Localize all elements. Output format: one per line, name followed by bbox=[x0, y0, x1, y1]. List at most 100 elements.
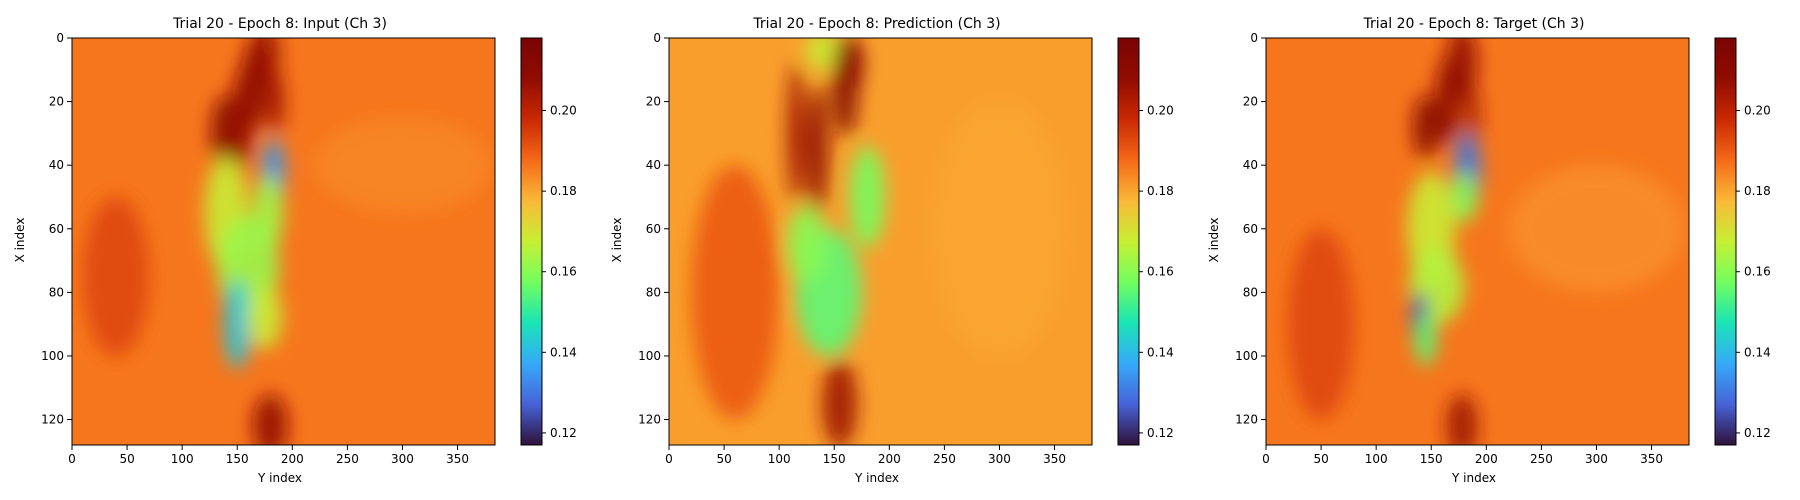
y-tick-label: 60 bbox=[646, 222, 661, 236]
heatmap-cell bbox=[1508, 165, 1685, 293]
y-tick-label: 100 bbox=[41, 349, 64, 363]
y-axis-label: X index bbox=[1207, 218, 1221, 263]
colorbar-tick-label: 0.20 bbox=[1147, 104, 1174, 118]
x-tick-label: 0 bbox=[68, 452, 76, 466]
colorbar-tick-label: 0.20 bbox=[1744, 104, 1771, 118]
heatmap-cell bbox=[1451, 171, 1478, 223]
y-tick-label: 100 bbox=[638, 349, 661, 363]
y-tick-label: 40 bbox=[646, 158, 661, 172]
x-tick-label: 250 bbox=[933, 452, 956, 466]
y-tick-label: 120 bbox=[638, 413, 661, 427]
colorbar-tick-label: 0.12 bbox=[1147, 426, 1174, 440]
x-tick-label: 150 bbox=[226, 452, 249, 466]
heatmap-panel-0: 0 50 100 150 200 250 300 350 0 20 40 60 80 100 120 0.12… bbox=[41, 31, 577, 466]
y-tick-label: 80 bbox=[1243, 285, 1258, 299]
x-tick-label: 100 bbox=[171, 452, 194, 466]
y-tick-label: 0 bbox=[1250, 31, 1258, 45]
heatmap-cell bbox=[849, 38, 863, 89]
heatmap-cell bbox=[252, 394, 288, 445]
x-tick-label: 200 bbox=[878, 452, 901, 466]
x-tick-label: 250 bbox=[1530, 452, 1553, 466]
colorbar-tick-label: 0.16 bbox=[1147, 265, 1174, 279]
heatmap-cell bbox=[822, 359, 858, 445]
colorbar-tick-label: 0.20 bbox=[550, 104, 577, 118]
x-tick-label: 150 bbox=[823, 452, 846, 466]
y-tick-label: 40 bbox=[49, 158, 64, 172]
heatmap-cell bbox=[1288, 228, 1355, 420]
heatmap-panel-1: 0 50 100 150 200 250 300 350 0 20 40 60 80 100 120 0.12… bbox=[638, 31, 1174, 466]
y-tick-label: 100 bbox=[1235, 349, 1258, 363]
x-tick-label: 350 bbox=[1043, 452, 1066, 466]
colorbar bbox=[1117, 37, 1140, 446]
colorbar-tick-label: 0.18 bbox=[1744, 184, 1771, 198]
x-tick-label: 50 bbox=[1313, 452, 1328, 466]
x-tick-label: 300 bbox=[988, 452, 1011, 466]
y-tick-label: 0 bbox=[653, 31, 661, 45]
colorbar-tick-label: 0.16 bbox=[1744, 265, 1771, 279]
y-tick-label: 0 bbox=[56, 31, 64, 45]
x-axis-label: Y index bbox=[1451, 471, 1496, 485]
heatmap-cell bbox=[691, 165, 780, 420]
x-tick-label: 100 bbox=[1365, 452, 1388, 466]
heatmap-cell bbox=[849, 146, 885, 248]
heatmap-cell bbox=[314, 117, 491, 213]
x-tick-label: 0 bbox=[1262, 452, 1270, 466]
panel-title: Trial 20 - Epoch 8: Target (Ch 3) bbox=[1363, 16, 1585, 32]
colorbar-tick-label: 0.14 bbox=[550, 345, 577, 359]
panel-title: Trial 20 - Epoch 8: Input (Ch 3) bbox=[172, 16, 387, 32]
heatmap-cell bbox=[83, 196, 150, 356]
x-tick-label: 300 bbox=[391, 452, 414, 466]
heatmap-field bbox=[83, 38, 491, 445]
heatmap-cell bbox=[1446, 394, 1478, 445]
heatmap-cell bbox=[1412, 95, 1439, 159]
heatmap-cell bbox=[805, 38, 841, 70]
heatmap-cell bbox=[231, 66, 254, 169]
x-tick-label: 200 bbox=[1475, 452, 1498, 466]
x-tick-label: 100 bbox=[768, 452, 791, 466]
x-tick-label: 200 bbox=[281, 452, 304, 466]
y-axis-label: X index bbox=[13, 218, 27, 263]
heatmap-cell bbox=[266, 69, 285, 134]
x-tick-label: 300 bbox=[1585, 452, 1608, 466]
panel-title: Trial 20 - Epoch 8: Prediction (Ch 3) bbox=[752, 16, 1000, 32]
colorbar-tick-label: 0.14 bbox=[1147, 345, 1174, 359]
plot-frame bbox=[71, 37, 496, 446]
heatmap-field bbox=[1288, 38, 1685, 445]
heatmap-cell bbox=[247, 286, 283, 350]
heatmap-cell bbox=[806, 85, 829, 213]
y-tick-label: 80 bbox=[646, 285, 661, 299]
heatmap-cell bbox=[933, 101, 1066, 356]
colorbar-tick-label: 0.12 bbox=[1744, 426, 1771, 440]
colorbar-tick-label: 0.14 bbox=[1744, 345, 1771, 359]
x-axis-label: Y index bbox=[257, 471, 302, 485]
heatmap-panel-2: 0 50 100 150 200 250 300 350 0 20 40 60 80 100 120 0.12… bbox=[1235, 31, 1771, 466]
x-axis-label: Y index bbox=[854, 471, 899, 485]
panel-prediction: Trial 20 - Epoch 8: Prediction (Ch 3) Y … bbox=[610, 16, 1001, 485]
colorbar-tick-label: 0.18 bbox=[1147, 184, 1174, 198]
y-tick-label: 80 bbox=[49, 285, 64, 299]
heatmap-cell bbox=[786, 63, 805, 204]
plot-frame bbox=[1265, 37, 1690, 446]
x-tick-label: 50 bbox=[716, 452, 731, 466]
y-tick-label: 40 bbox=[1243, 158, 1258, 172]
heatmap-cell bbox=[1466, 85, 1480, 150]
heatmap-cell bbox=[1434, 57, 1461, 147]
y-tick-label: 20 bbox=[49, 95, 64, 109]
colorbar bbox=[1714, 37, 1737, 446]
y-tick-label: 20 bbox=[1243, 95, 1258, 109]
x-tick-label: 50 bbox=[119, 452, 134, 466]
y-tick-label: 120 bbox=[1235, 413, 1258, 427]
heatmap-cell bbox=[1414, 314, 1437, 366]
x-tick-label: 350 bbox=[446, 452, 469, 466]
y-tick-label: 60 bbox=[49, 222, 64, 236]
plot-frame bbox=[668, 37, 1093, 446]
x-tick-label: 250 bbox=[336, 452, 359, 466]
y-tick-label: 20 bbox=[646, 95, 661, 109]
colorbar-tick-label: 0.16 bbox=[550, 265, 577, 279]
panel-input: Trial 20 - Epoch 8: Input (Ch 3) Y index… bbox=[13, 16, 387, 485]
heatmap-cell bbox=[786, 206, 827, 283]
heatmap-field bbox=[691, 38, 1066, 445]
x-tick-label: 350 bbox=[1640, 452, 1663, 466]
y-axis-label: X index bbox=[610, 218, 624, 263]
